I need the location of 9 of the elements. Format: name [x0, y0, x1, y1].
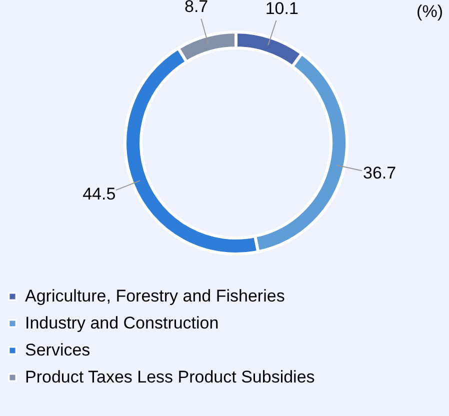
- data-label: 10.1: [265, 0, 298, 18]
- legend-label: Services: [25, 340, 90, 360]
- text: (%): [416, 2, 443, 21]
- legend-label: Agriculture, Forestry and Fisheries: [25, 286, 285, 306]
- legend-label: Product Taxes Less Product Subsidies: [25, 368, 315, 386]
- data-label: 36.7: [363, 163, 396, 182]
- data-label: 44.5: [82, 184, 116, 204]
- data-label: 8.7: [184, 0, 208, 16]
- legend-label: Industry and Construction: [25, 314, 219, 332]
